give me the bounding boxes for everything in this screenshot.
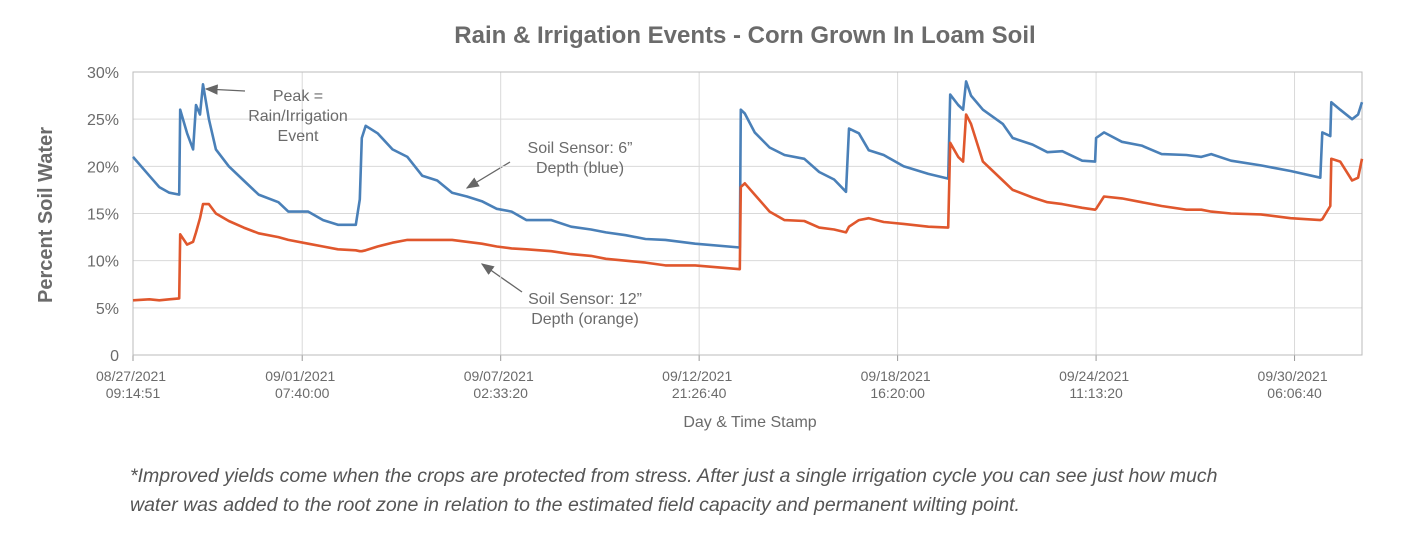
x-tick-label: 09/01/2021 07:40:00	[265, 368, 339, 401]
y-tick-label: 30%	[87, 65, 119, 82]
y-tick-label: 0	[110, 348, 119, 365]
annotation: Depth (blue)	[536, 160, 624, 177]
x-tick-label: 09/07/2021 02:33:20	[464, 368, 538, 401]
x-tick-label-line: 02:33:20	[473, 385, 528, 401]
y-tick-label: 5%	[96, 301, 119, 318]
y-tick-label: 15%	[87, 207, 119, 224]
x-tick-label-line: 09/07/2021	[464, 368, 538, 384]
chart: Rain & Irrigation Events - Corn Grown In…	[35, 22, 1364, 431]
annotation: Rain/Irrigation	[248, 108, 348, 125]
x-tick-label: 09/18/2021 16:20:00	[861, 368, 935, 401]
x-tick-label-line: 09/01/2021	[265, 368, 339, 384]
x-tick-label-line: 21:26:40	[672, 385, 727, 401]
x-tick-label-line: 09/18/2021	[861, 368, 935, 384]
series-line	[132, 113, 1364, 302]
annotation: Depth (orange)	[531, 311, 639, 328]
x-tick-label-line: 08/27/2021	[96, 368, 170, 384]
y-tick-label: 10%	[87, 254, 119, 271]
annotation: Soil Sensor: 12”	[528, 291, 642, 308]
arrow	[480, 263, 523, 293]
annotation: Soil Sensor: 6”	[528, 140, 633, 157]
x-tick-label-line: 09/24/2021	[1059, 368, 1133, 384]
y-axis-label: Percent Soil Water	[35, 127, 57, 303]
x-tick-label-line: 11:13:20	[1069, 385, 1123, 401]
y-tick-label: 25%	[87, 112, 119, 129]
chart-title: Rain & Irrigation Events - Corn Grown In…	[454, 22, 1035, 49]
annotation: Peak =	[273, 88, 323, 105]
annotation: Event	[278, 128, 319, 145]
plot-frame	[132, 71, 1363, 356]
footnote: *Improved yields come when the crops are…	[130, 465, 1218, 516]
x-tick-label: 08/27/2021 09:14:51	[96, 368, 170, 401]
x-tick-label-line: 07:40:00	[275, 385, 330, 401]
x-tick-label-line: 09/12/2021	[662, 368, 736, 384]
y-tick-label: 20%	[87, 159, 119, 176]
series-line	[132, 80, 1364, 249]
x-tick-label: 09/12/2021 21:26:40	[662, 368, 736, 401]
x-tick-label: 09/24/2021 11:13:20	[1059, 368, 1133, 401]
x-tick-label-line: 16:20:00	[870, 385, 925, 401]
x-tick-label: 09/30/2021 06:06:40	[1258, 368, 1332, 401]
arrow	[204, 84, 246, 95]
x-axis-label: Day & Time Stamp	[683, 414, 816, 431]
x-tick-label-line: 06:06:40	[1267, 385, 1322, 401]
x-tick-label-line: 09:14:51	[106, 385, 161, 401]
x-tick-label-line: 09/30/2021	[1258, 368, 1332, 384]
grid	[132, 71, 1362, 356]
